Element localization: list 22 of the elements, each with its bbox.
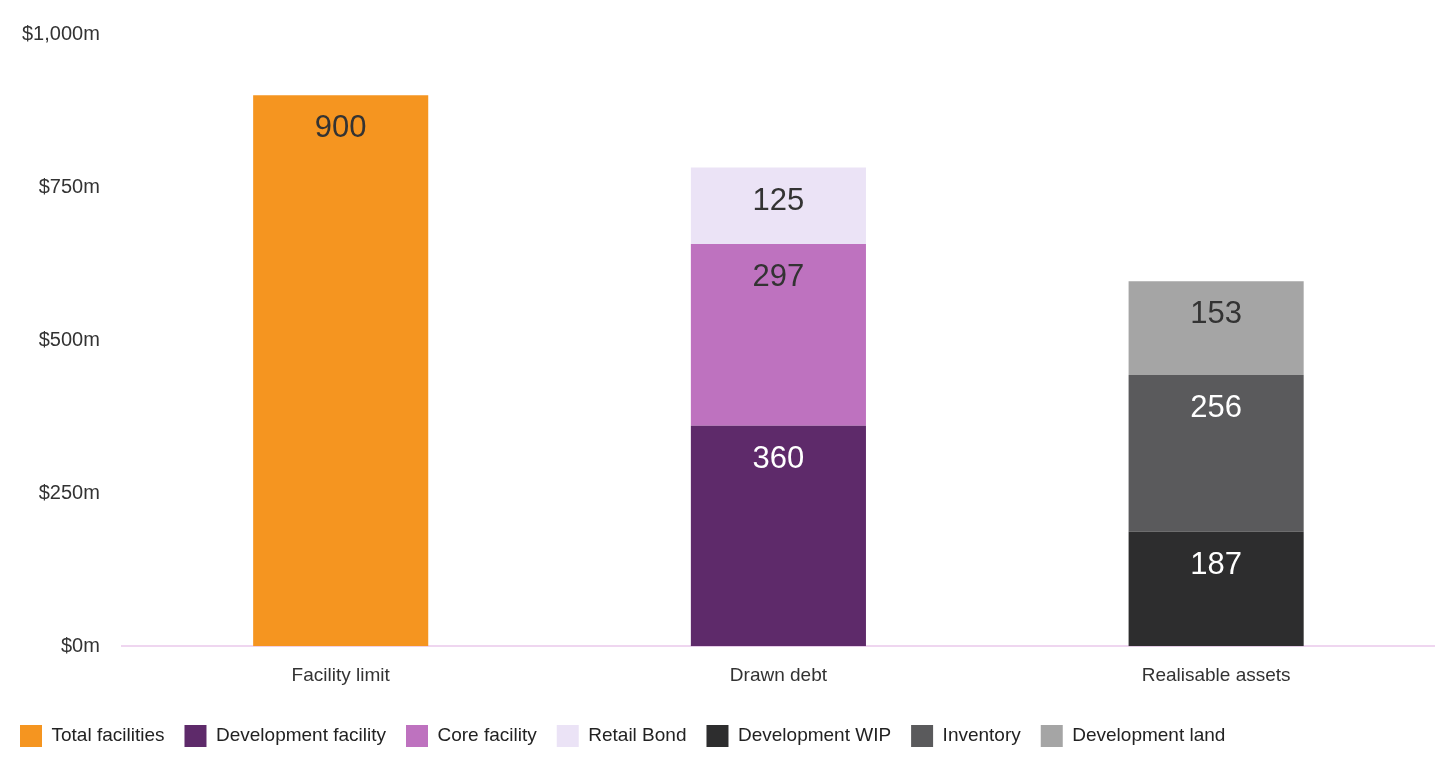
- x-tick-label: Realisable assets: [1141, 663, 1291, 685]
- data-label: 125: [752, 181, 805, 217]
- legend-label: Core facility: [437, 724, 538, 746]
- y-tick-label: $1,000m: [21, 21, 100, 44]
- legend-label: Development facility: [215, 724, 387, 746]
- data-label: 187: [1190, 545, 1243, 581]
- data-label: 297: [752, 258, 805, 294]
- legend-label: Development WIP: [737, 724, 892, 746]
- x-tick-label: Facility limit: [291, 663, 391, 685]
- y-tick-label: $750m: [38, 174, 100, 197]
- y-tick-label: $500m: [38, 327, 100, 350]
- legend-label: Retail Bond: [588, 724, 687, 746]
- legend-label: Inventory: [942, 724, 1022, 746]
- data-label: 360: [752, 439, 805, 475]
- data-label: 153: [1190, 295, 1243, 331]
- data-label: 256: [1190, 389, 1243, 425]
- legend-label: Development land: [1072, 724, 1226, 746]
- y-tick-label: $0m: [60, 633, 100, 656]
- data-label: 900: [314, 109, 367, 145]
- x-tick-label: Drawn debt: [729, 663, 828, 685]
- legend-label: Total facilities: [51, 724, 165, 746]
- y-tick-label: $250m: [38, 480, 100, 503]
